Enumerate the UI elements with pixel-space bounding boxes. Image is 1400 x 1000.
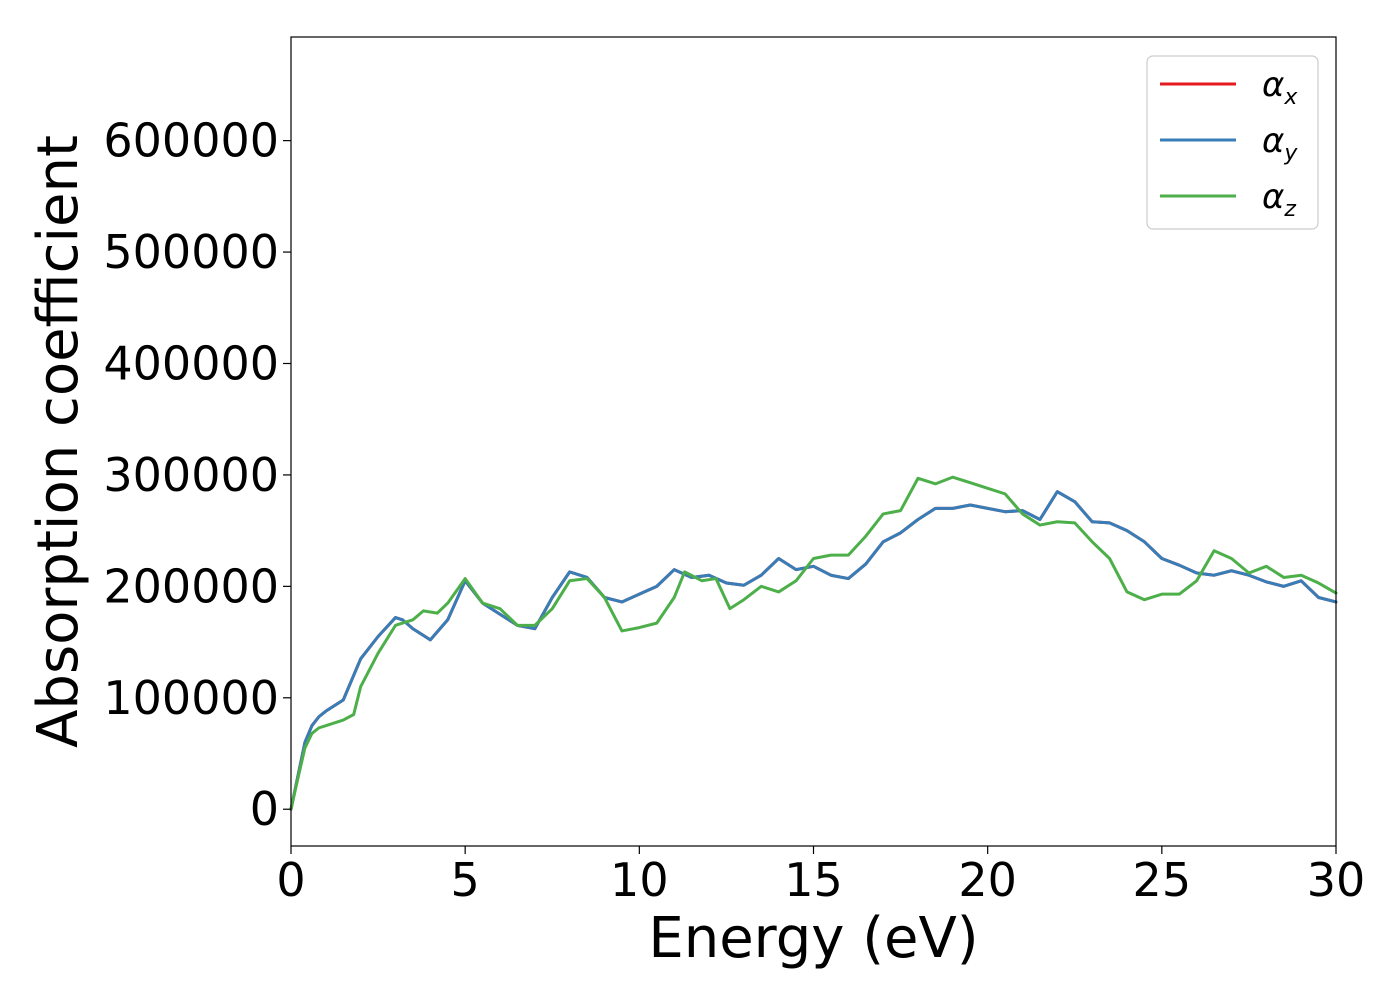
series-layer	[289, 475, 1338, 811]
x-tick-label: 5	[451, 853, 480, 907]
y-tick-label: 200000	[103, 559, 279, 613]
legend-box	[1146, 55, 1319, 230]
y-axis-title: Absorption coefficient	[26, 135, 91, 748]
series-line-y	[289, 490, 1338, 811]
y-tick-label: 400000	[103, 336, 279, 390]
y-tick-label: 500000	[103, 225, 279, 279]
y-tick-label: 300000	[103, 448, 279, 502]
y-axis: 0 100000 200000 300000 400000 500000 600000	[103, 114, 291, 836]
x-axis-title: Energy (eV)	[648, 906, 978, 971]
x-tick-label: 15	[784, 853, 843, 907]
x-tick-label: 20	[958, 853, 1017, 907]
x-tick-label: 10	[610, 853, 669, 907]
x-tick-label: 30	[1307, 853, 1366, 907]
series-line-z	[289, 475, 1338, 811]
y-tick-label: 0	[250, 782, 279, 836]
x-tick-label: 25	[1133, 853, 1192, 907]
x-axis: 0 5 10 15 20 25 30	[276, 846, 1365, 907]
y-tick-label: 100000	[103, 671, 279, 725]
x-tick-label: 0	[276, 853, 305, 907]
y-tick-label: 600000	[103, 114, 279, 168]
